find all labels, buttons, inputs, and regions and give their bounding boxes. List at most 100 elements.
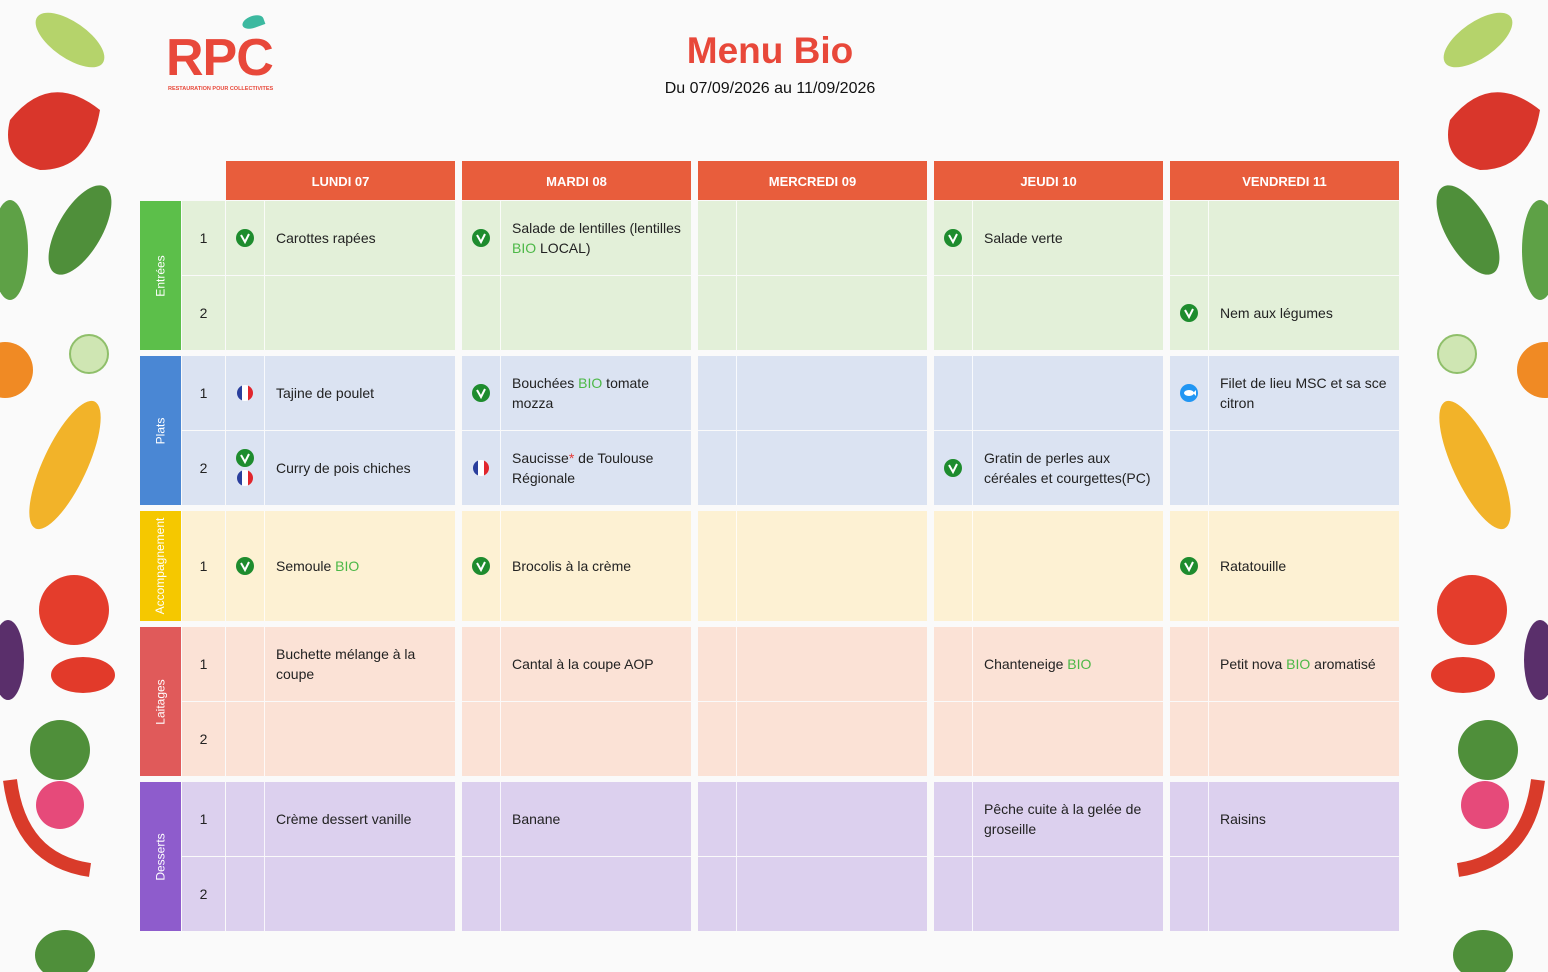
dish-text: Ratatouille <box>1220 558 1287 574</box>
cell-text: Filet de lieu MSC et sa sce citron <box>1220 356 1391 430</box>
section-label: Desserts <box>140 782 181 931</box>
day-header: JEUDI 10 <box>934 161 1163 200</box>
cell-text: Salade de lentilles (lentilles BIO LOCAL… <box>512 201 683 275</box>
menu-cell <box>934 857 1163 931</box>
cell-icons <box>462 356 500 430</box>
menu-cell <box>698 356 927 430</box>
row-number: 1 <box>182 782 225 856</box>
day-header: VENDREDI 11 <box>1170 161 1399 200</box>
dish-text: Buchette mélange à la coupe <box>276 646 420 682</box>
right-veg <box>1431 12 1548 972</box>
cell-divider <box>736 276 737 350</box>
dish: Semoule BIO <box>276 556 359 576</box>
menu-cell: Banane <box>462 782 691 856</box>
cell-icons <box>226 201 264 275</box>
dish-text: Raisins <box>1220 811 1266 827</box>
cell-text: Gratin de perles aux céréales et courget… <box>984 431 1155 505</box>
menu-cell <box>1170 702 1399 776</box>
menu-cell <box>462 702 691 776</box>
dish: Ratatouille <box>1220 556 1286 576</box>
cell-text: Chanteneige BIO <box>984 627 1155 701</box>
icon-fr <box>473 460 489 476</box>
row-number: 1 <box>182 201 225 275</box>
dish-text: BIO <box>1286 656 1311 672</box>
cell-divider <box>736 201 737 275</box>
dish-text: Banane <box>512 811 561 827</box>
dish: Filet de lieu MSC et sa sce citron <box>1220 373 1391 413</box>
cell-text: Cantal à la coupe AOP <box>512 627 683 701</box>
dish: Bouchées BIO tomate mozza <box>512 373 683 413</box>
dish-text: Crème dessert vanille <box>276 811 412 827</box>
dish: Curry de pois chiches <box>276 458 411 478</box>
menu-cell <box>698 511 927 621</box>
dish-text: * <box>568 450 575 466</box>
menu-cell <box>698 276 927 350</box>
cell-divider <box>736 511 737 621</box>
cell-divider <box>972 201 973 275</box>
menu-cell <box>226 276 455 350</box>
dish-text: Cantal à la coupe AOP <box>512 656 654 672</box>
menu-cell <box>1170 201 1399 275</box>
cell-divider <box>972 356 973 430</box>
icon-veg <box>1180 304 1198 322</box>
menu-cell <box>934 356 1163 430</box>
day-header: MERCREDI 09 <box>698 161 927 200</box>
menu-cell: Salade verte <box>934 201 1163 275</box>
menu-cell <box>698 431 927 505</box>
dish: Nem aux légumes <box>1220 303 1333 323</box>
dish: Brocolis à la crème <box>512 556 631 576</box>
icon-veg <box>1180 557 1198 575</box>
cell-divider <box>500 276 501 350</box>
row-number: 1 <box>182 356 225 430</box>
icon-fr <box>237 385 253 401</box>
dish-text: BIO <box>512 240 537 256</box>
cell-divider <box>264 511 265 621</box>
cell-divider <box>1208 857 1209 931</box>
section-name: Laitages <box>153 678 167 725</box>
left-veg <box>0 12 115 972</box>
menu-cell: Crème dessert vanille <box>226 782 455 856</box>
dish: Saucisse* de Toulouse Régionale <box>512 448 683 488</box>
menu-cell <box>934 702 1163 776</box>
cell-text: Nem aux légumes <box>1220 276 1391 350</box>
dish-text: Semoule <box>276 558 336 574</box>
cell-divider <box>972 431 973 505</box>
icon-veg <box>944 459 962 477</box>
cell-text: Saucisse* de Toulouse Régionale <box>512 431 683 505</box>
logo: RPC <box>166 29 274 87</box>
subtitle: Du 07/09/2026 au 11/09/2026 <box>664 80 876 97</box>
dish-text: Saucisse <box>512 450 569 466</box>
dish-text: BIO <box>1067 656 1092 672</box>
cell-divider <box>264 356 265 430</box>
cell-text: Semoule BIO <box>276 511 447 621</box>
cell-icons <box>462 511 500 621</box>
cell-divider <box>1208 201 1209 275</box>
cell-divider <box>264 276 265 350</box>
dish: Salade de lentilles (lentilles BIO LOCAL… <box>512 218 683 258</box>
cell-divider <box>500 782 501 856</box>
cell-text: Raisins <box>1220 782 1391 856</box>
icon-veg <box>472 557 490 575</box>
cell-text: Brocolis à la crème <box>512 511 683 621</box>
icon-veg <box>472 384 490 402</box>
menu-cell: Bouchées BIO tomate mozza <box>462 356 691 430</box>
icon-veg <box>236 557 254 575</box>
cell-icons <box>1170 276 1208 350</box>
dish: Carottes rapées <box>276 228 376 248</box>
menu-cell: Curry de pois chiches <box>226 431 455 505</box>
cell-divider <box>500 627 501 701</box>
cell-divider <box>500 702 501 776</box>
cell-divider <box>500 857 501 931</box>
menu-cell: Gratin de perles aux céréales et courget… <box>934 431 1163 505</box>
cell-divider <box>736 627 737 701</box>
menu-cell: Ratatouille <box>1170 511 1399 621</box>
dish-text: de Toulouse Régionale <box>512 450 658 486</box>
cell-icons <box>934 431 972 505</box>
icon-fish <box>1180 384 1198 402</box>
menu-cell <box>698 627 927 701</box>
cell-divider <box>972 276 973 350</box>
cell-icons <box>226 356 264 430</box>
cell-text: Petit nova BIO aromatisé <box>1220 627 1391 701</box>
menu-cell <box>226 857 455 931</box>
